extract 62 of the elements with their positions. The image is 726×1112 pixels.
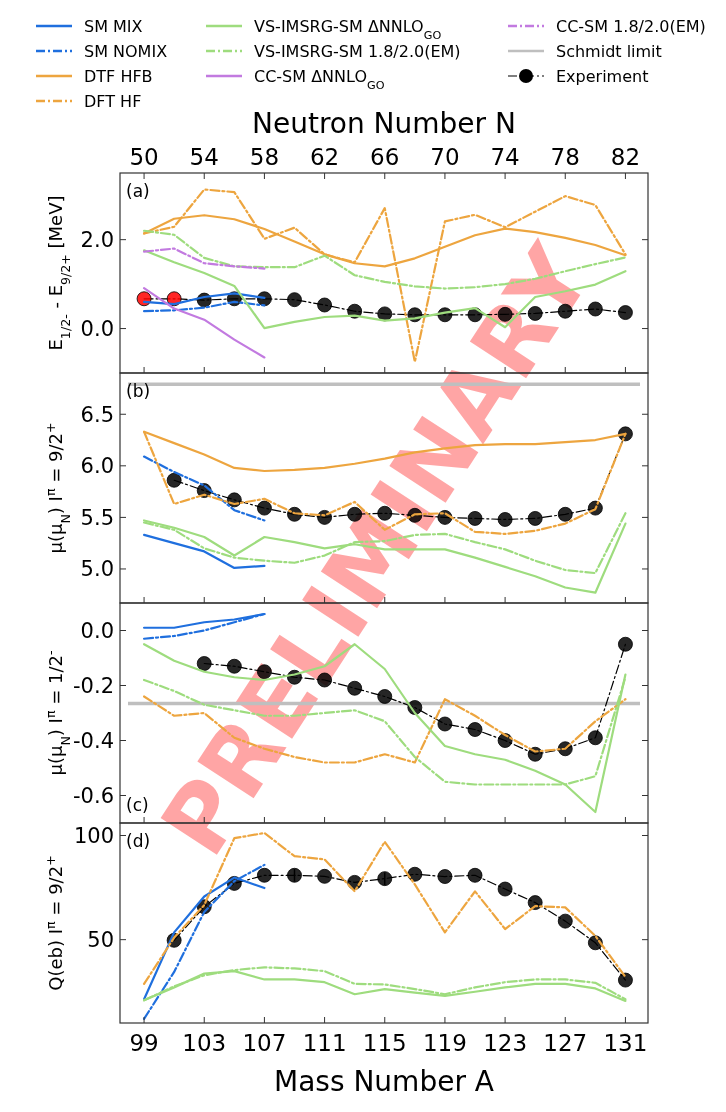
point xyxy=(437,869,453,884)
legend-label: SM MIX xyxy=(84,17,143,36)
y-tick-label: -0.2 xyxy=(73,673,114,698)
point xyxy=(257,867,272,883)
x-axis-title: Mass Number A xyxy=(274,1065,494,1098)
y-tick-label: 100 xyxy=(73,823,114,848)
x2-tick-label: 70 xyxy=(430,144,460,170)
x2-tick-label: 50 xyxy=(129,144,159,170)
y-tick-label: 2.0 xyxy=(80,228,114,253)
legend-label: CC-SM 1.8/2.0(EM) xyxy=(556,17,706,36)
x-tick-label: 107 xyxy=(242,1030,287,1056)
y-tick-label: 0.0 xyxy=(80,316,114,341)
legend-label: VS-IMSRG-SM ΔNNLO$_{GO}$ xyxy=(254,17,442,42)
legend-label: VS-IMSRG-SM 1.8/2.0(EM) xyxy=(254,42,461,61)
x2-tick-label: 58 xyxy=(249,144,280,170)
point xyxy=(467,867,483,883)
x2-axis-title: Neutron Number N xyxy=(252,107,516,140)
x2-tick-label: 54 xyxy=(189,144,219,170)
point xyxy=(377,871,393,887)
x2-tick-label: 62 xyxy=(309,144,340,170)
y-tick-label: -0.4 xyxy=(73,728,114,753)
point xyxy=(587,730,603,746)
x-tick-label: 115 xyxy=(362,1030,407,1056)
point xyxy=(497,881,513,897)
x-tick-label: 131 xyxy=(603,1030,648,1056)
y-tick-label: 0.0 xyxy=(80,618,114,643)
y-tick-label: 6.0 xyxy=(80,454,114,479)
x-tick-label: 103 xyxy=(182,1030,227,1056)
legend-label: DTF HFB xyxy=(84,67,153,86)
line-series xyxy=(142,863,266,1020)
legend-label: SM NOMIX xyxy=(84,42,168,61)
x-tick-label: 123 xyxy=(483,1030,528,1056)
y-tick-label: -0.6 xyxy=(73,783,114,808)
legend-label: Experiment xyxy=(556,67,649,86)
x2-tick-label: 66 xyxy=(370,144,400,170)
x-tick-label: 111 xyxy=(302,1030,347,1056)
point xyxy=(287,867,302,883)
annotation: (b) xyxy=(126,381,151,401)
x2-tick-label: 74 xyxy=(490,144,520,170)
annotation: (d) xyxy=(126,831,151,851)
point xyxy=(618,636,633,652)
x-tick-label: 119 xyxy=(422,1030,467,1056)
point xyxy=(407,866,423,882)
point xyxy=(317,868,332,884)
annotation: (a) xyxy=(126,181,150,201)
point xyxy=(618,972,633,988)
legend-label: DFT HF xyxy=(84,92,142,111)
legend-label: Schmidt limit xyxy=(556,42,662,61)
x-tick-label: 127 xyxy=(543,1030,588,1056)
legend-label: CC-SM ΔNNLO$_{GO}$ xyxy=(254,67,385,92)
point xyxy=(557,913,573,929)
x-tick-label: 99 xyxy=(129,1030,159,1056)
y-tick-label: 6.5 xyxy=(80,402,114,427)
annotation: (c) xyxy=(126,795,149,815)
y-tick-label: 50 xyxy=(87,928,114,953)
y-tick-label: 5.0 xyxy=(80,557,114,582)
point xyxy=(136,291,152,307)
point xyxy=(618,305,633,320)
y-tick-label: 5.5 xyxy=(80,505,114,530)
x2-tick-label: 82 xyxy=(610,144,641,170)
point xyxy=(587,301,603,317)
x2-tick-label: 78 xyxy=(550,144,580,170)
